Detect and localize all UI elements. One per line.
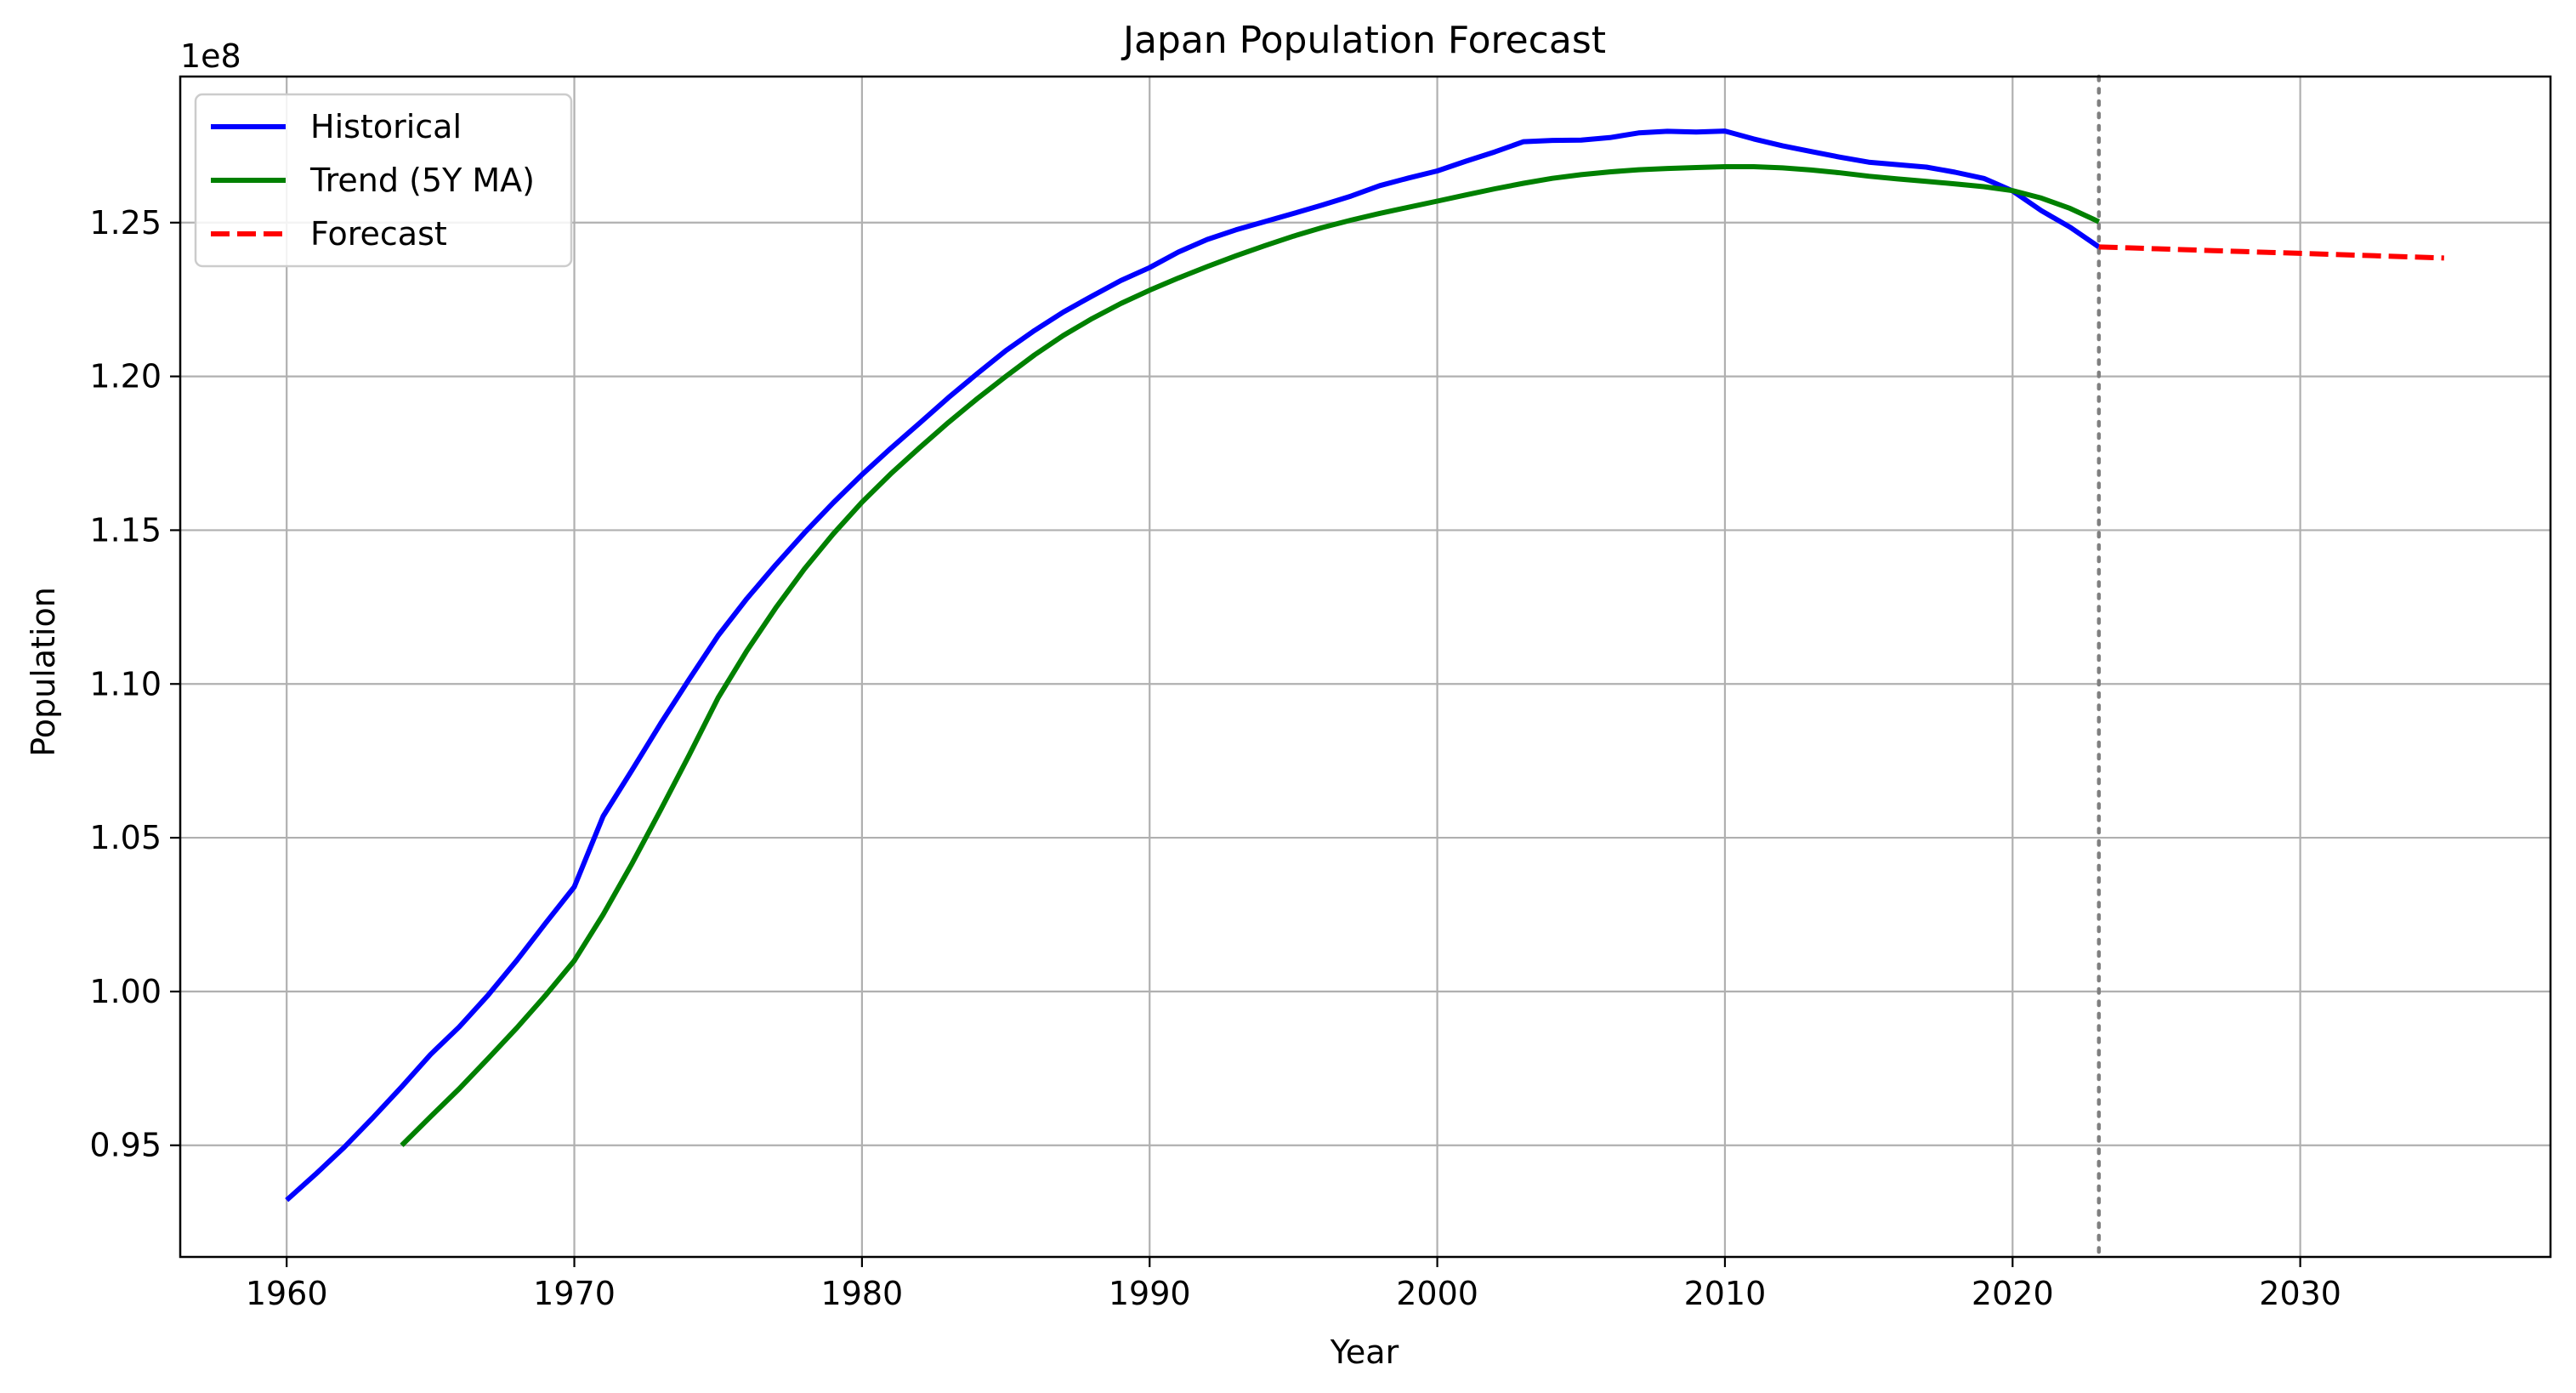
y-tick-label: 0.95 <box>89 1127 162 1164</box>
tick-layer: 1960 1970 1980 1990 2000 2010 2020 2030 0.95 1.00… <box>89 204 2341 1312</box>
series-line-historical <box>285 128 2101 1203</box>
x-tick-label: 2010 <box>1684 1275 1767 1312</box>
legend: Historical Trend (5Y MA) Forecast <box>194 93 573 268</box>
series-layer <box>285 128 2444 1203</box>
plot-frame <box>179 75 2552 1259</box>
y-tick-label: 1.05 <box>89 819 162 856</box>
series-line-trend <box>400 164 2101 1147</box>
grid-layer <box>180 77 2550 1257</box>
x-tick-label: 2000 <box>1396 1275 1478 1312</box>
y-axis-label: Population <box>25 587 62 757</box>
legend-box <box>194 93 573 268</box>
chart-title: Japan Population Forecast <box>1121 19 1606 62</box>
y-tick-label: 1.25 <box>89 204 162 242</box>
x-tick-label: 1970 <box>533 1275 616 1312</box>
x-axis-label: Year <box>1330 1333 1399 1371</box>
x-tick-label: 1990 <box>1109 1275 1191 1312</box>
y-tick-label: 1.15 <box>89 511 162 549</box>
legend-label-forecast: Forecast <box>310 215 447 253</box>
y-tick-label: 1.10 <box>89 665 162 702</box>
y-tick-label: 1.00 <box>89 973 162 1010</box>
legend-label-historical: Historical <box>310 108 462 145</box>
x-tick-label: 2030 <box>2259 1275 2341 1312</box>
x-tick-label: 1960 <box>246 1275 328 1312</box>
y-tick-label: 1.20 <box>89 358 162 395</box>
y-offset-label: 1e8 <box>180 37 241 75</box>
legend-label-trend: Trend (5Y MA) <box>309 162 535 199</box>
x-tick-label: 1980 <box>821 1275 904 1312</box>
series-line-forecast <box>2098 244 2444 261</box>
x-tick-label: 2020 <box>1972 1275 2054 1312</box>
